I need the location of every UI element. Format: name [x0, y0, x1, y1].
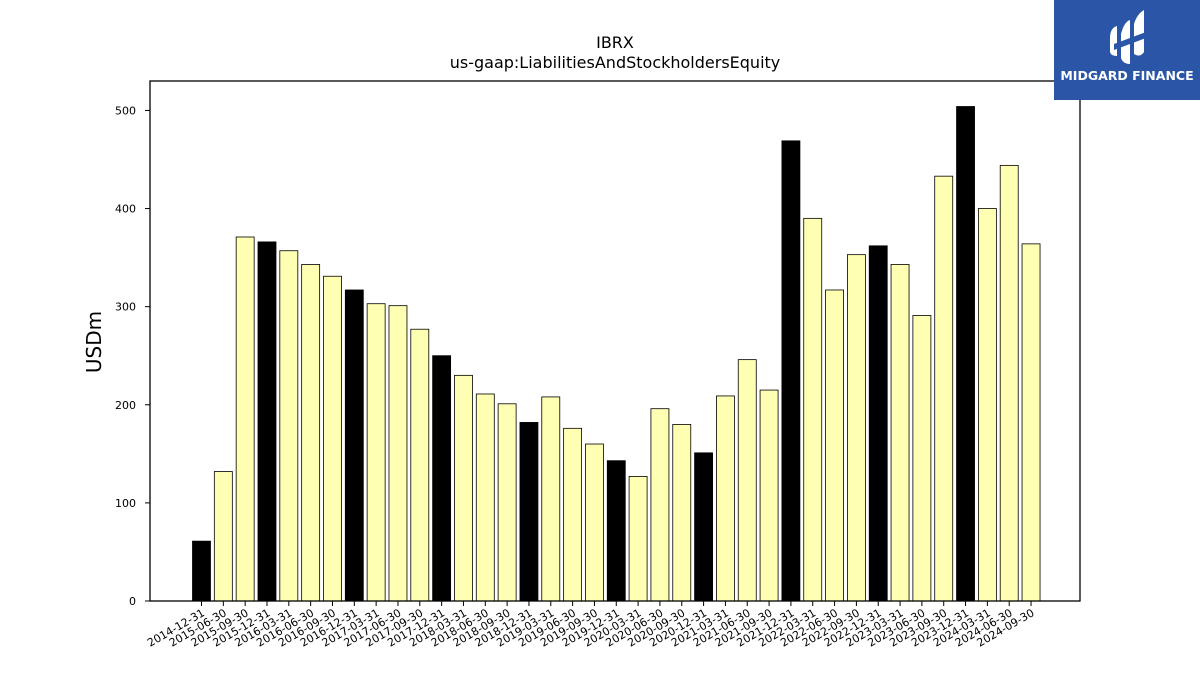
bar-2022-12-31: [868, 245, 888, 602]
y-tick-label: 500: [115, 104, 136, 117]
bar-2017-12-31: [432, 355, 452, 602]
bars-group: [192, 106, 1041, 602]
bar-2018-09-30: [497, 403, 517, 602]
bar-2017-06-30: [388, 305, 408, 602]
bar-2014-12-31: [192, 540, 211, 602]
y-tick-label: 300: [115, 301, 136, 314]
bar-2018-03-31: [454, 374, 473, 602]
midgard-logo-icon: [1110, 10, 1146, 64]
bar-2021-09-30: [759, 389, 779, 602]
bar-2018-06-30: [475, 393, 495, 602]
y-axis: 0 100 200 300 400 500: [115, 104, 150, 608]
bar-2021-12-31: [781, 140, 801, 602]
bar-2020-06-30: [650, 408, 670, 602]
bar-2023-03-31: [890, 264, 910, 602]
bar-2017-03-31: [366, 303, 386, 602]
bar-2015-09-30: [235, 236, 255, 602]
bar-2015-06-30: [213, 471, 233, 602]
bar-2019-09-30: [585, 443, 604, 602]
bar-2019-06-30: [563, 427, 583, 602]
bar-2024-09-30: [1021, 243, 1041, 602]
bar-2020-09-30: [672, 423, 692, 602]
bar-2016-03-31: [279, 250, 299, 602]
bar-2020-12-31: [694, 452, 713, 602]
bar-2018-12-31: [519, 422, 539, 602]
plot-frame: [149, 80, 1081, 602]
bar-2024-06-30: [999, 164, 1019, 602]
y-tick-label: 0: [129, 595, 136, 608]
bar-2019-12-31: [606, 460, 626, 602]
brand-name: MIDGARD FINANCE: [1060, 68, 1194, 83]
bar-2020-03-31: [628, 475, 648, 602]
y-tick-label: 400: [115, 203, 136, 216]
x-axis: 2014-12-312015-06-302015-09-302015-12-31…: [145, 601, 1037, 650]
bar-2019-03-31: [541, 396, 561, 602]
bar-2023-09-30: [934, 175, 954, 602]
bar-2021-06-30: [737, 359, 757, 602]
bar-2022-09-30: [847, 254, 866, 602]
y-tick-label: 100: [115, 497, 136, 510]
bar-2016-06-30: [301, 264, 321, 602]
bar-2015-12-31: [257, 241, 277, 602]
chart-subtitle: us-gaap:LiabilitiesAndStockholdersEquity: [450, 53, 781, 72]
bar-2021-03-31: [716, 395, 735, 602]
bar-2016-12-31: [344, 289, 364, 602]
bar-2022-03-31: [803, 217, 823, 602]
bar-2017-09-30: [410, 328, 430, 602]
chart-title: IBRX: [596, 33, 634, 52]
y-tick-label: 200: [115, 399, 136, 412]
brand-logo: MIDGARD FINANCE: [1054, 0, 1200, 100]
bar-2016-09-30: [323, 275, 342, 602]
bar-2022-06-30: [825, 289, 844, 602]
y-axis-label: USDm: [82, 311, 106, 373]
bar-2024-03-31: [977, 208, 997, 602]
bar-2023-12-31: [956, 106, 975, 602]
bar-2023-06-30: [912, 315, 932, 602]
